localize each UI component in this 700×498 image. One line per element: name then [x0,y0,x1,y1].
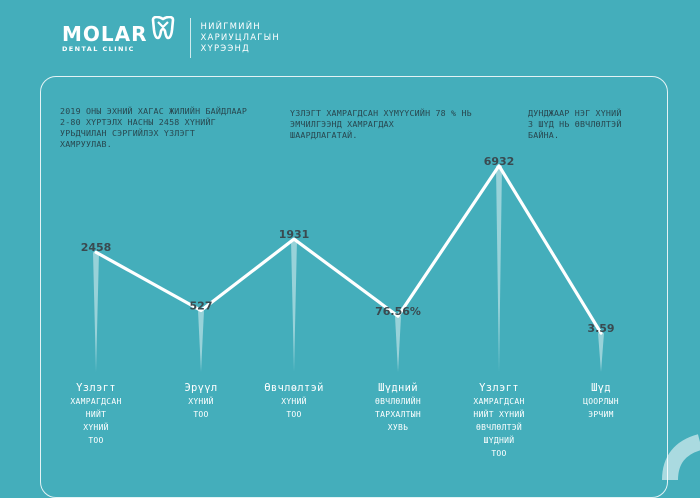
tagline-line: НИЙГМИЙН [200,21,261,32]
data-spike-0 [93,252,99,372]
data-spike-3 [395,316,401,372]
note-line: ШААРДЛАГАТАЙ. [290,130,358,140]
header-divider [189,18,191,58]
tooth-logo-icon [151,15,174,39]
note-line: ХАМРУУЛАВ. [60,139,112,149]
note-line: 2019 ОНЫ ЭХНИЙ ХАГАС ЖИЛИЙН БАЙДЛААР [60,106,248,116]
corner-decoration-icon [662,434,700,480]
note-treatment: ҮЗЛЭГТ ХАМРАГДСАН ХҮМҮҮСИЙН 78 % НЬ ЭМЧИ… [290,108,490,141]
category-label-0-3: ХҮНИЙ [83,421,109,432]
data-label-5: 3.59 [587,322,614,335]
category-label-2-0: Өвчлөлтэй [264,382,324,394]
tagline-line: ХҮРЭЭНД [200,43,250,54]
logo-word: MOLAR [62,21,148,46]
category-label-4-4: ШҮДНИЙ [484,434,515,445]
tagline-line: ХАРИУЦЛАГЫН [200,32,280,43]
line-chart: 2458 527 1931 76.56% 6932 3.59 Үзлэгт ХАМРАГДСА… [70,155,619,458]
brand-header: MOLAR DENTAL CLINIC НИЙГМИЙН ХАРИУЦЛАГЫН… [62,15,280,58]
category-label-4-3: ӨВЧЛӨЛТЭЙ [476,421,522,432]
note-line: ЭМЧИЛГЭЭНД ХАМРАГДАХ [290,119,394,129]
category-label-0-1: ХАМРАГДСАН [70,397,121,406]
note-line: БАЙНА. [528,130,560,140]
category-label-5-1: ЦООРЛЫН [583,397,619,406]
data-spike-1 [198,310,204,372]
category-label-1-1: ХҮНИЙ [188,395,214,406]
data-spike-5 [598,333,604,372]
note-line: ДУНДЖААР НЭГ ХҮНИЙ [528,108,622,118]
data-label-4: 6932 [484,155,515,168]
category-label-5-0: Шүд [591,382,611,394]
logo-subtitle: DENTAL CLINIC [62,44,135,53]
category-label-2-2: ТОО [286,410,301,419]
category-label-3-1: ӨВЧЛӨЛИЙН [375,395,421,406]
category-label-5-2: ЭРЧИМ [588,410,614,419]
note-average: ДУНДЖААР НЭГ ХҮНИЙ 3 ШҮД НЬ ӨВЧЛӨЛТЭЙ БА… [528,108,648,141]
data-spike-4 [496,165,502,372]
data-spike-2 [291,239,297,372]
data-label-3: 76.56% [375,305,421,318]
category-label-0-0: Үзлэгт [76,382,116,394]
series-line [94,164,603,335]
note-coverage: 2019 ОНЫ ЭХНИЙ ХАГАС ЖИЛИЙН БАЙДЛААР 2-8… [60,106,270,150]
category-label-4-1: ХАМРАГДСАН [473,397,524,406]
category-label-4-5: ТОО [491,449,506,458]
note-line: 2-80 ХҮРТЭЛХ НАСНЫ 2458 ХҮНИЙГ [60,117,216,127]
category-label-4-0: Үзлэгт [479,382,519,394]
note-line: 3 ШҮД НЬ ӨВЧЛӨЛТЭЙ [528,119,622,129]
data-label-0: 2458 [81,241,112,254]
category-label-2-1: ХҮНИЙ [281,395,307,406]
category-label-3-0: Шүдний [378,382,418,394]
data-label-1: 527 [190,300,213,313]
category-label-4-2: НИЙТ ХҮНИЙ [473,408,524,419]
note-line: УРЬДЧИЛАН СЭРГИЙЛЭХ ҮЗЛЭГТ [60,128,196,138]
logo: MOLAR DENTAL CLINIC [62,15,176,53]
category-label-1-2: ТОО [193,410,208,419]
category-label-3-2: ТАРХАЛТЫН [375,410,421,419]
category-label-0-2: НИЙТ [86,408,106,419]
data-label-2: 1931 [279,228,310,241]
note-line: ҮЗЛЭГТ ХАМРАГДСАН ХҮМҮҮСИЙН 78 % НЬ [290,108,472,118]
tagline: НИЙГМИЙН ХАРИУЦЛАГЫН ХҮРЭЭНД [201,22,280,55]
category-label-3-3: ХУВЬ [388,423,408,432]
category-label-1-0: Эрүүл [184,382,217,394]
category-label-0-4: ТОО [88,436,103,445]
